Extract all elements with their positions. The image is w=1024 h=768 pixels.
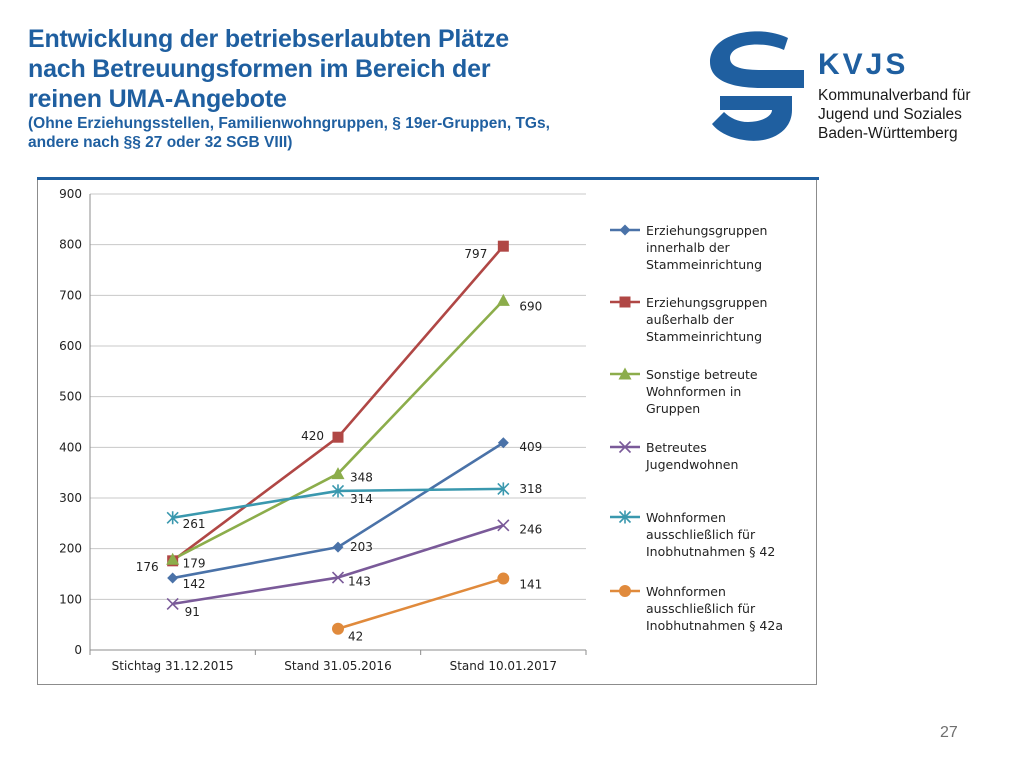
data-point-marker (166, 597, 179, 610)
series-line (172, 524, 504, 606)
y-tick-label: 500 (59, 390, 82, 404)
legend-swatch-marker (619, 585, 631, 597)
header-divider (37, 177, 819, 180)
data-label: 91 (185, 605, 200, 619)
title-block: Entwicklung der betriebserlaubten Plätze… (28, 24, 688, 152)
data-label: 797 (464, 247, 487, 261)
kvjs-logo: KVJS Kommunalverband für Jugend und Sozi… (700, 26, 1000, 146)
data-point-marker (167, 572, 179, 584)
legend-label: ausschließlich für (646, 527, 756, 542)
data-point-marker (497, 482, 510, 496)
data-point-marker (331, 484, 345, 498)
logo-organization-name: Kommunalverband für Jugend und Soziales … (818, 86, 971, 143)
y-tick-label: 200 (59, 542, 82, 556)
data-label: 409 (519, 440, 542, 454)
data-label: 261 (183, 517, 206, 531)
page-subtitle-line-1: (Ohne Erziehungsstellen, Familienwohngru… (28, 115, 550, 132)
data-label: 42 (348, 630, 363, 644)
data-label: 318 (519, 482, 542, 496)
data-point-marker (497, 572, 510, 585)
data-point-marker (496, 293, 510, 306)
data-point-marker (332, 431, 344, 443)
data-point-marker (331, 571, 345, 584)
legend-swatch-marker (618, 367, 632, 380)
logo-org-line-2: Jugend und Soziales (818, 106, 962, 123)
data-point-marker (497, 240, 509, 252)
legend-label: Jugendwohnen (645, 457, 738, 472)
line-chart: 0 100 200 300 400 500 600 700 800 900 Stichtag 31.… (59, 187, 783, 673)
data-label: 314 (350, 492, 373, 506)
y-tick-label: 600 (59, 339, 82, 353)
data-label: 348 (350, 471, 373, 485)
data-label: 142 (183, 577, 206, 591)
legend-label: Gruppen (646, 401, 700, 416)
logo-abbreviation: KVJS (818, 48, 909, 81)
data-label: 143 (348, 575, 371, 589)
data-label: 179 (183, 556, 206, 570)
data-point-marker (497, 519, 510, 532)
chart-frame: 0 100 200 300 400 500 600 700 800 900 Stichtag 31.… (37, 180, 817, 685)
x-tick-label: Stichtag 31.12.2015 (112, 659, 234, 673)
data-label: 246 (519, 522, 542, 536)
data-label: 420 (301, 429, 324, 443)
data-label: 690 (519, 299, 542, 313)
legend-label: ausschließlich für (646, 601, 756, 616)
series-line (171, 245, 505, 562)
x-tick-label: Stand 31.05.2016 (284, 659, 391, 673)
data-point-marker (332, 622, 344, 635)
y-tick-label: 900 (59, 187, 82, 201)
data-point-marker (332, 541, 344, 553)
y-tick-label: 800 (59, 238, 82, 252)
data-point-marker (331, 467, 345, 480)
legend-label: innerhalb der (646, 240, 731, 255)
data-label: 141 (519, 578, 542, 592)
page-subtitle-line-2: andere nach §§ 27 oder 32 SGB VIII) (28, 134, 293, 151)
legend-label: Sonstige betreute (646, 367, 758, 382)
legend-label: Stammeinrichtung (646, 329, 762, 344)
legend-swatch-marker (619, 296, 631, 308)
y-tick-label: 400 (59, 440, 82, 454)
y-tick-label: 700 (59, 288, 82, 302)
legend-label: Wohnformen in (646, 384, 741, 399)
page-title-line-2: nach Betreuungsformen im Bereich der (28, 55, 491, 83)
data-point-marker (166, 511, 179, 525)
data-label: 176 (136, 560, 159, 574)
y-tick-label: 100 (59, 592, 82, 606)
series-line (172, 299, 505, 561)
logo-org-line-3: Baden-Württemberg (818, 125, 958, 142)
data-point-marker (166, 552, 180, 565)
legend-swatch-marker (618, 510, 632, 524)
legend-label: Erziehungsgruppen (646, 295, 767, 310)
legend-label: Wohnformen (646, 510, 726, 525)
page-title-line-1: Entwicklung der betriebserlaubten Plätze (28, 25, 510, 53)
legend-swatch-marker (619, 224, 631, 236)
page-number: 27 (940, 724, 958, 741)
legend-label: Wohnformen (646, 584, 726, 599)
legend-label: Inobhutnahmen § 42a (646, 618, 783, 633)
y-tick-label: 300 (59, 491, 82, 505)
kvjs-logo-mark-icon (710, 31, 804, 141)
legend-label: Inobhutnahmen § 42 (646, 544, 775, 559)
page-title-line-3: reinen UMA-Angebote (28, 85, 287, 113)
legend-label: Erziehungsgruppen (646, 223, 767, 238)
logo-org-line-1: Kommunalverband für (818, 87, 971, 104)
legend-label: Betreutes (646, 440, 707, 455)
series-line (337, 577, 504, 630)
data-point-marker (497, 437, 509, 449)
legend-swatch-marker (618, 440, 632, 454)
legend-label: außerhalb der (646, 312, 735, 327)
y-tick-label: 0 (74, 643, 82, 657)
data-label: 203 (350, 540, 373, 554)
legend-label: Stammeinrichtung (646, 257, 762, 272)
x-tick-label: Stand 10.01.2017 (450, 659, 557, 673)
